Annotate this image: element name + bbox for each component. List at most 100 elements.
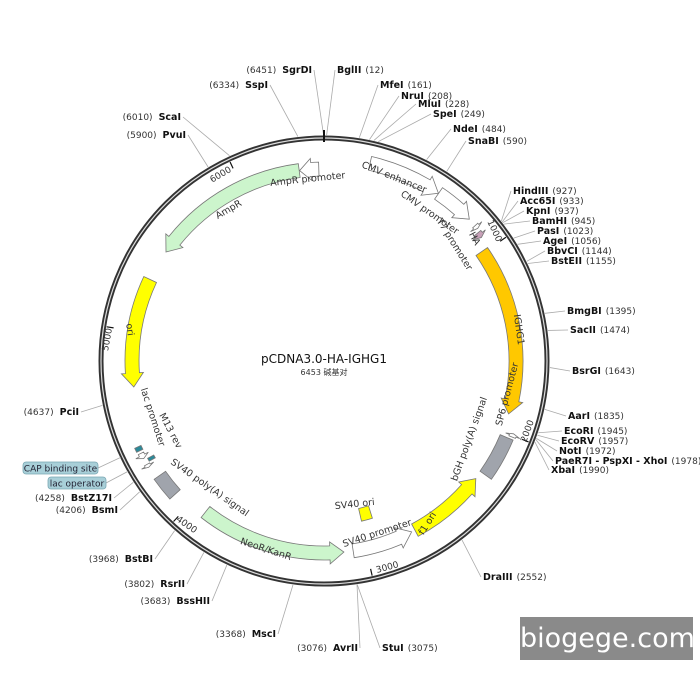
site-position: (4206) xyxy=(56,506,86,516)
site-leader-line xyxy=(502,210,525,224)
feature-f1-ori: f1 ori xyxy=(411,478,477,537)
site-ecorv: EcoRV (1957) xyxy=(537,434,628,447)
site-leader-line xyxy=(154,530,175,560)
site-position: (208) xyxy=(428,92,452,102)
site-name: AgeI xyxy=(543,236,567,247)
site-name: BssHII xyxy=(176,596,210,607)
feature-cap-binding-site xyxy=(134,444,144,453)
feature-arrow xyxy=(472,229,486,241)
site-label: EcoRI (1945) xyxy=(564,426,627,437)
site-name: SgrDI xyxy=(282,65,312,76)
site-position: (228) xyxy=(445,100,469,110)
site-leader-line xyxy=(503,220,531,225)
site-leader-line xyxy=(536,438,558,452)
site-position: (4258) xyxy=(35,494,65,504)
site-leader-line xyxy=(113,481,134,499)
tick-mark xyxy=(106,326,114,329)
plasmid-length: 6453 碱基对 xyxy=(301,367,348,377)
tick-mark xyxy=(499,236,507,242)
site-label: (4637) PciI xyxy=(24,407,79,418)
site-name: SspI xyxy=(245,80,268,91)
site-name: RsrII xyxy=(160,579,185,590)
site-leader-line xyxy=(549,367,571,372)
feature-arrow xyxy=(134,444,144,453)
site-name: BsmI xyxy=(92,505,118,516)
feature-ha: HA xyxy=(466,229,486,248)
site-stui: StuI (3075) xyxy=(356,584,438,654)
site-name: Acc65I xyxy=(520,196,555,207)
site-label: (6010) ScaI xyxy=(123,112,181,123)
feature-label: IGHG1 xyxy=(511,314,526,346)
site-label: AarI (1835) xyxy=(568,411,624,422)
site-label: BglII (12) xyxy=(337,65,384,76)
feature-arrow xyxy=(505,432,520,439)
site-name: BstZ17I xyxy=(71,493,112,504)
site-position: (590) xyxy=(503,137,527,147)
site-spei: SpeI (249) xyxy=(378,109,485,142)
site-name: ScaI xyxy=(159,112,181,123)
site-leader-line xyxy=(313,69,324,136)
site-scai: (6010) ScaI xyxy=(123,112,230,157)
site-leader-line xyxy=(527,260,550,264)
label-box xyxy=(22,461,99,475)
site-position: (5900) xyxy=(127,131,157,141)
feature-lac-operator xyxy=(147,454,156,462)
site-draiii: DraIII (2552) xyxy=(461,539,547,583)
site-leader-line xyxy=(501,200,519,223)
site-leader-line xyxy=(446,140,467,172)
feature-ighg1: IGHG1 xyxy=(475,246,526,415)
site-position: (6010) xyxy=(123,113,153,123)
feature-arrow xyxy=(470,221,483,232)
feature-arrow xyxy=(434,187,470,220)
feature-sv40-ori: SV40 ori xyxy=(334,497,375,522)
site-position: (1957) xyxy=(598,437,628,447)
site-name: NruI xyxy=(401,91,424,102)
site-name: BmgBI xyxy=(567,306,602,317)
site-name: StuI xyxy=(382,643,404,654)
site-position: (1835) xyxy=(594,412,624,422)
tick-mark xyxy=(370,568,373,576)
site-leader-line xyxy=(373,103,417,141)
site-bsteii: BstEII (1155) xyxy=(527,256,616,267)
site-leader-line xyxy=(277,584,294,635)
site-sacii: SacII (1474) xyxy=(547,325,630,336)
site-leader-line xyxy=(326,69,336,136)
site-label: StuI (3075) xyxy=(382,643,438,654)
site-bbvci: BbvCI (1144) xyxy=(526,246,612,262)
site-position: (3968) xyxy=(89,555,119,565)
site-position: (3075) xyxy=(408,644,438,654)
site-mfei: MfeI (161) xyxy=(358,80,432,138)
site-leader-line xyxy=(517,240,542,245)
site-position: (1978) xyxy=(671,457,700,467)
site-position: (1990) xyxy=(579,466,609,476)
site-name: NotI xyxy=(559,446,582,457)
feature-label: ori xyxy=(123,323,136,337)
feature-arrow xyxy=(153,470,181,500)
site-leader-line xyxy=(369,95,400,140)
site-position: (1395) xyxy=(606,307,636,317)
site-name: XbaI xyxy=(551,465,575,476)
site-label: XbaI (1990) xyxy=(551,465,609,476)
site-noti: NotI (1972) xyxy=(536,438,616,457)
site-label: MfeI (161) xyxy=(380,80,432,91)
site-leader-line xyxy=(426,128,452,160)
site-sgrdi: (6451) SgrDI xyxy=(246,65,324,136)
site-label: NdeI (484) xyxy=(453,124,506,135)
site-label: (3683) BssHII xyxy=(140,596,210,607)
site-position: (937) xyxy=(554,207,578,217)
site-name: SpeI xyxy=(433,109,457,120)
site-name: DraIII xyxy=(483,572,513,583)
site-position: (6451) xyxy=(246,66,276,76)
feature-neor-kanr: NeoR/KanR xyxy=(200,505,345,565)
site-name: BamHI xyxy=(532,216,567,227)
site-leader-line xyxy=(187,134,209,168)
site-label: (4258) BstZ17I xyxy=(35,493,112,504)
boxed-label-lac-operator: lac operator xyxy=(47,471,129,490)
site-label: HindIII (927) xyxy=(513,186,577,197)
site-leader-line xyxy=(356,584,381,649)
site-leader-line xyxy=(186,552,205,585)
boxed-label-cap-binding-site: CAP binding site xyxy=(22,457,121,475)
site-label: PasI (1023) xyxy=(537,226,593,237)
